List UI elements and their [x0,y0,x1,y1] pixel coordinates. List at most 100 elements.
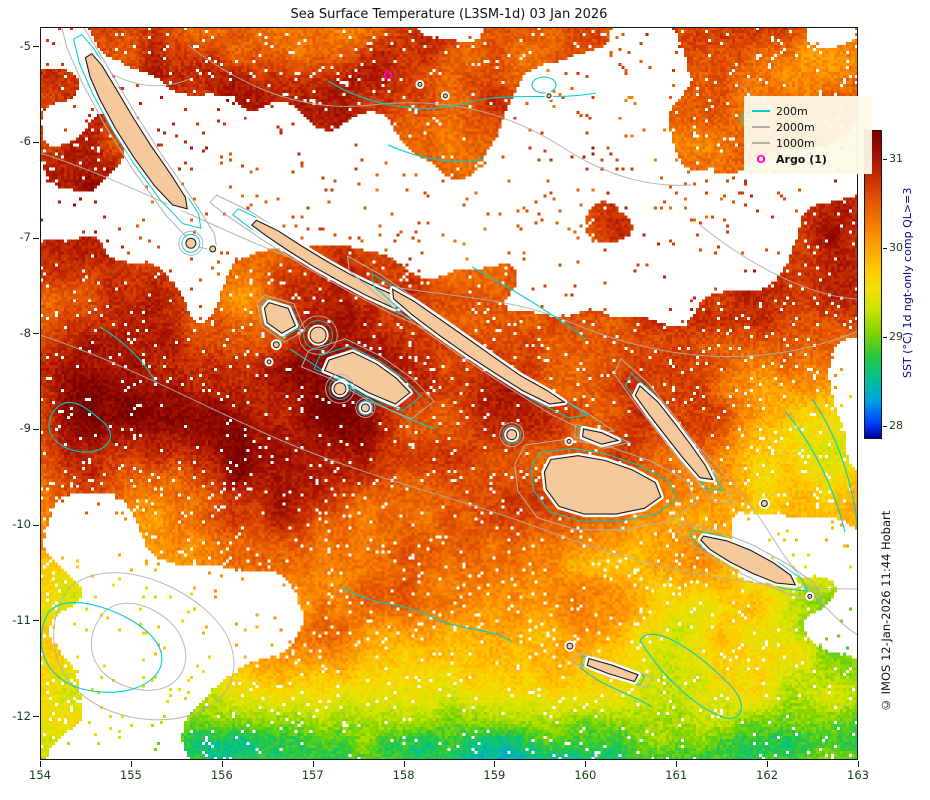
coastal-contour-ring [357,400,374,416]
deep-contour-path [40,152,858,358]
y-tick-label: -9 [19,421,31,436]
land-polygon-new-georgia [323,351,411,405]
y-tick-mark [33,428,39,430]
coastal-contour-ring [61,27,218,253]
legend-line-swatch [752,142,770,144]
y-tick-label: -8 [19,325,31,340]
y-tick-mark [33,620,39,622]
colorbar-tick-label: 28 [889,419,903,433]
deep-contour-path [651,406,858,636]
y-tick-mark [33,46,39,48]
land-island-savo [566,438,572,444]
coastal-contour-ring [328,377,352,400]
land-polygon-rennell [586,657,639,683]
coastal-contour-ring [298,315,338,355]
colorbar-tick-mark [883,247,887,249]
argo-float-marker: O [383,69,392,82]
legend-line-swatch [752,126,770,128]
colorbar-tick-mark [883,158,887,160]
land-island-santa-ana [807,593,813,599]
contour-200m-path [40,602,163,693]
map-legend: 200m 2000m 1000m O Argo (1) [744,96,872,174]
contour-200m-path [531,76,557,94]
coastal-contour-ring [499,422,525,448]
colorbar-label: SST (°C) 1d ngt-only comp QL>=3 [901,187,914,379]
land-island-tetepare [360,403,370,413]
map-plot-area: O [40,27,858,760]
credit-text: © IMOS 12-Jan-2026 11:44 Hobart [879,510,893,712]
contour-200m-path [639,633,742,719]
x-tick-mark [767,761,769,767]
legend-item-label: 2000m [776,120,815,134]
land-island-bellona [566,642,574,650]
coastal-contour-ring [502,425,522,445]
x-tick-mark [312,761,314,767]
map-overlay-svg: O [40,27,858,721]
legend-line-swatch [752,110,770,112]
y-tick-mark [33,141,39,143]
contour-200m-path [579,666,653,708]
coastal-contour-ring [530,447,678,522]
x-tick-mark [494,761,496,767]
land-island-islet-1 [417,81,423,87]
y-tick-mark [33,524,39,526]
land-island-islet-3 [546,93,552,99]
x-tick-label: 158 [392,768,415,782]
land-polygon-guadalcanal [543,455,662,515]
argo-marker-swatch: O [756,152,766,166]
land-polygon-choiseul [250,219,412,309]
land-island-islet-2 [442,93,448,99]
bathymetry-contours-200m [40,76,858,719]
y-tick-label: -7 [19,230,31,244]
x-tick-mark [858,761,859,767]
x-tick-label: 159 [483,768,506,782]
colorbar-tick-mark [883,426,887,428]
legend-item: 2000m [752,119,864,135]
bathymetry-contours-deep [40,44,858,721]
x-tick-label: 161 [665,768,688,782]
deep-contour-path [40,334,858,590]
coastal-contour-ring [181,233,201,253]
land-island-russell-islands [506,429,518,441]
land-island-shortland [185,237,197,249]
coastal-contour-ring [325,373,355,404]
contour-200m-path [784,410,846,533]
coastal-contour-ring [256,294,306,343]
land-polygon-florida-islands [582,428,620,445]
contour-200m-path [99,326,157,384]
land-polygon-santa-isabel [391,288,566,405]
x-tick-label: 162 [756,768,779,782]
x-tick-mark [40,761,41,767]
legend-item-label: Argo (1) [776,152,827,166]
coastal-contour-ring [178,230,204,256]
coastal-contour-ring [514,438,696,531]
sst-raster-canvas [40,27,858,760]
y-tick-label: -12 [12,708,31,723]
contour-200m-path [327,80,597,110]
y-tick-label: -6 [19,134,31,149]
land-polygon-bougainville [84,53,188,210]
legend-item: 1000m [752,135,864,151]
contour-200m-path [387,144,485,162]
x-tick-label: 154 [29,768,51,782]
coastal-contour-ring [303,320,333,350]
x-tick-mark [130,761,132,767]
y-tick-label: -5 [19,38,31,53]
x-tick-label: 155 [119,768,142,782]
x-tick-mark [585,761,587,767]
x-tick-label: 163 [847,768,869,782]
land-polygons [61,27,824,689]
land-island-kolombangara [309,326,327,344]
y-tick-label: -10 [12,517,31,532]
y-tick-mark [33,716,39,717]
land-island-simbo [266,359,272,365]
x-tick-label: 160 [574,768,597,782]
contour-200m-path [341,586,513,643]
x-tick-label: 157 [301,768,324,782]
deep-contour-path [699,224,858,300]
coastal-contour-ring [300,338,435,420]
legend-item-label: 1000m [776,136,815,150]
contour-200m-path [48,401,112,453]
contour-200m-path [289,348,437,430]
deep-contour-path [53,572,235,721]
